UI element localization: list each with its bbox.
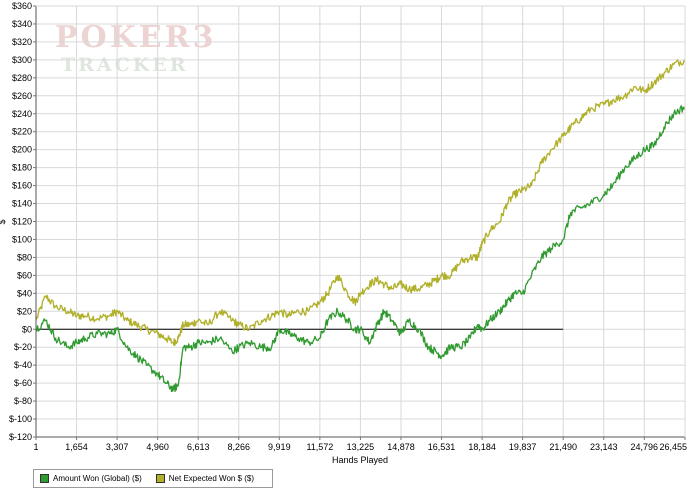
- x-tick-label: 1: [33, 442, 38, 452]
- legend-label-net-expected: Net Expected Won $ ($): [168, 474, 255, 483]
- y-tick-label: $120: [12, 217, 32, 227]
- y-tick-label: $180: [12, 163, 32, 173]
- x-tick-label: 6,613: [187, 442, 210, 452]
- x-tick-label: 11,572: [306, 442, 333, 452]
- legend-item-amount-won: Amount Won (Global) ($): [40, 474, 142, 483]
- legend-label-amount-won: Amount Won (Global) ($): [53, 474, 142, 483]
- x-tick-label: 18,184: [468, 442, 496, 452]
- y-tick-label: $140: [12, 199, 32, 209]
- y-axis-label: $: [0, 219, 7, 224]
- y-tick-label: $-60: [14, 378, 32, 388]
- y-tick-label: $60: [17, 270, 32, 280]
- chart-grid: [35, 5, 686, 438]
- y-tick-label: $220: [12, 127, 32, 137]
- chart-series: [35, 59, 686, 393]
- x-tick-label: 23,143: [590, 442, 618, 452]
- x-tick-label: 19,837: [509, 442, 537, 452]
- y-tick-label: $240: [12, 109, 32, 119]
- y-tick-label: $280: [12, 73, 32, 83]
- x-tick-label: 9,919: [268, 442, 291, 452]
- x-axis-ticks: 1 1,654 3,307 4,960 6,613 8,266 9,919 11,572 13,…: [33, 437, 687, 452]
- x-tick-label: 13,225: [347, 442, 375, 452]
- y-tick-label: $300: [12, 55, 32, 65]
- watermark-line1: POKER3: [55, 20, 217, 55]
- y-axis-ticks: $360 $340 $320 $300 $280 $260 $240 $220 $200 $180…: [9, 1, 36, 442]
- y-tick-label: $40: [17, 288, 32, 298]
- y-tick-label: $360: [12, 1, 32, 11]
- legend-swatch-net-expected: [155, 474, 165, 483]
- x-tick-label: 14,878: [387, 442, 415, 452]
- y-tick-label: $160: [12, 181, 32, 191]
- y-tick-label: $100: [12, 234, 32, 244]
- x-tick-label: 8,266: [228, 442, 251, 452]
- y-tick-label: $340: [12, 19, 32, 29]
- legend-item-net-expected: Net Expected Won $ ($): [155, 474, 255, 483]
- y-tick-label: $0: [22, 324, 32, 334]
- y-tick-label: $-20: [14, 342, 32, 352]
- y-tick-label: $-80: [14, 396, 32, 406]
- x-tick-label: 24,796: [631, 442, 659, 452]
- x-axis-label: Hands Played: [332, 455, 388, 465]
- y-tick-label: $260: [12, 91, 32, 101]
- x-tick-label: 3,307: [106, 442, 129, 452]
- series-line-amount-won: [35, 105, 686, 393]
- y-tick-label: $-120: [9, 432, 32, 442]
- x-tick-label: 26,455: [659, 442, 687, 452]
- legend-swatch-amount-won: [40, 474, 49, 483]
- y-tick-label: $200: [12, 145, 32, 155]
- x-tick-label: 1,654: [65, 442, 88, 452]
- x-tick-label: 4,960: [146, 442, 169, 452]
- y-tick-label: $80: [17, 252, 32, 262]
- y-tick-label: $20: [17, 306, 32, 316]
- x-tick-label: 21,490: [549, 442, 577, 452]
- y-tick-label: $320: [12, 37, 32, 47]
- series-line-net-expected: [35, 59, 686, 346]
- y-tick-label: $-100: [9, 414, 32, 424]
- y-tick-label: $-40: [14, 360, 32, 370]
- chart-legend: Amount Won (Global) ($) Net Expected Won…: [33, 469, 273, 488]
- x-tick-label: 16,531: [428, 442, 456, 452]
